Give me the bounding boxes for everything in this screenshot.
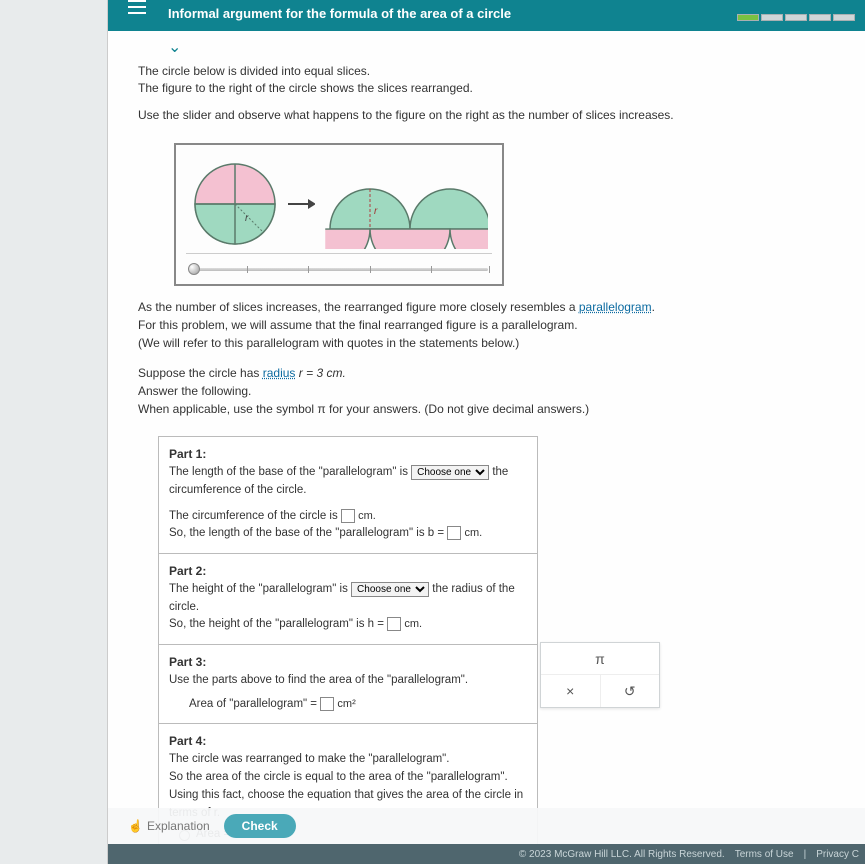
arrow-icon [286,194,315,214]
progress-segment [785,14,807,21]
area-link[interactable]: area [329,674,352,686]
pointer-icon: ☝ [128,819,143,833]
base-input[interactable] [447,526,461,540]
circle-figure: r [190,159,276,249]
setup-text: Suppose the circle has radius r = 3 cm. … [138,364,835,418]
pi-button[interactable]: π [541,643,659,675]
progress-segment [737,14,759,21]
part1-select[interactable]: Choose one [411,465,489,480]
part-title: Part 2: [169,562,527,581]
check-button[interactable]: Check [224,814,296,838]
part-1: Part 1: The length of the base of the "p… [159,437,537,554]
progress-bar [737,14,855,21]
chevron-down-icon[interactable]: ⌄ [168,37,865,57]
clear-button[interactable]: × [541,675,600,707]
bottom-bar: ☝ Explanation Check [108,808,865,844]
footer: © 2023 McGraw Hill LLC. All Rights Reser… [108,844,865,864]
rearranged-figure: r [325,159,488,249]
progress-segment [761,14,783,21]
intro-line: The circle below is divided into equal s… [138,63,835,80]
part-title: Part 3: [169,653,527,672]
figure-row: r r [186,155,492,254]
undo-button[interactable]: ↺ [600,675,660,707]
area-input[interactable] [320,697,334,711]
progress-segment [833,14,855,21]
parallelogram-link[interactable]: parallelogram [579,300,652,314]
sidebar [0,0,108,864]
main-panel: Informal argument for the formula of the… [108,0,865,864]
privacy-link[interactable]: Privacy C [816,849,859,860]
circumference-link[interactable]: circumference [169,484,241,496]
explanation-text: As the number of slices increases, the r… [138,298,835,352]
progress-segment [809,14,831,21]
part-title: Part 1: [169,445,527,464]
intro-line: The figure to the right of the circle sh… [138,80,835,97]
copyright: © 2023 McGraw Hill LLC. All Rights Reser… [519,849,725,860]
part2-select[interactable]: Choose one [351,582,429,597]
part-3: Part 3: Use the parts above to find the … [159,645,537,724]
menu-icon[interactable] [128,0,146,14]
figure-box: r r [174,143,504,286]
parts-container: Part 1: The length of the base of the "p… [158,436,538,864]
lesson-header: Informal argument for the formula of the… [108,0,865,31]
height-input[interactable] [387,617,401,631]
explanation-button[interactable]: ☝ Explanation [128,819,210,833]
intro-line: Use the slider and observe what happens … [138,107,835,124]
part-title: Part 4: [169,732,527,751]
content: The circle below is divided into equal s… [108,57,865,864]
keypad: π × ↺ [540,642,660,708]
terms-link[interactable]: Terms of Use [735,849,794,860]
slice-slider[interactable] [186,260,492,280]
part-2: Part 2: The height of the "parallelogram… [159,554,537,645]
circumference-input[interactable] [341,509,355,523]
radius-link[interactable]: radius [263,366,296,380]
